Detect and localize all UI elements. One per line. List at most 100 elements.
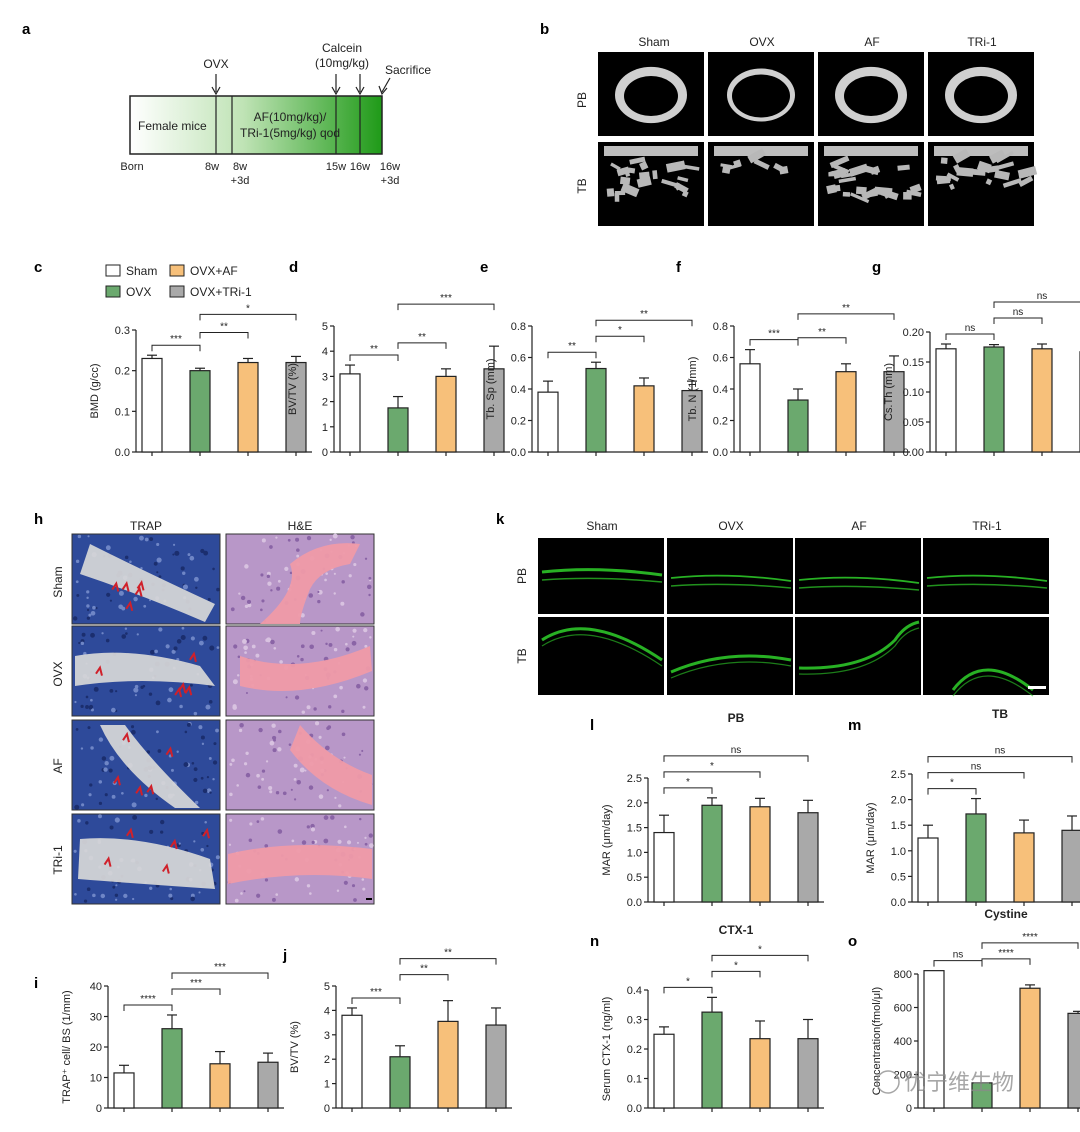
panel-label-d: d [289,259,298,276]
chart-e-sig-bracket-1 [595,335,645,343]
chart-o-sig-label-0: ns [953,950,964,961]
chart-i-sig-bracket-1 [171,988,221,995]
chart-n-title: CTX-1 [719,923,754,937]
chart-e-sig-bracket-0 [547,351,597,359]
timeline-calcein-dose: (10mg/kg) [315,56,369,70]
panel-label-o: o [848,933,857,950]
chart-j-bar-3 [485,1024,507,1109]
chart-n-sig-label-2: * [758,944,762,955]
chart-d-bar-2 [435,375,457,453]
histology-col-he: H&E [288,519,313,533]
chart-j-sig-label-2: ** [444,948,452,959]
fluorescence-panel: Sham OVX AF TRi-1 PB TB [515,519,1049,697]
chart-o-ylabel: Concentration(fmol/μl) [871,987,883,1095]
chart-l-bar-3 [797,812,819,903]
he-image-2 [225,719,375,811]
panel-label-n: n [590,933,599,950]
chart-n-ytick-1: 0.1 [627,1074,642,1086]
fluor-tb-image-3 [923,617,1049,697]
chart-n: CTX-1 0.0 0.1 0.2 0.3 0.4 Serum CTX-1 (ng/ml) *… [601,923,824,1115]
trap-image-2 [71,719,221,811]
chart-f-sig-bracket-2 [797,313,895,320]
chart-i-ytick-2: 20 [90,1042,102,1054]
chart-g-ytick-2: 0.10 [903,387,924,399]
chart-e-ytick-0: 0.0 [511,447,526,459]
chart-n-bar-2 [749,1038,771,1109]
chart-m-ytick-4: 2.0 [891,795,906,807]
chart-l-ytick-0: 0.0 [627,897,642,909]
chart-f-ylabel: Tb. N (1/mm) [687,357,699,422]
chart-g-sig-bracket-0 [945,333,995,340]
chart-n-ytick-4: 0.4 [627,985,642,997]
microct-tb-image-1 [708,142,814,226]
microct-col-af: AF [864,35,879,49]
chart-o-bar-3 [1067,1012,1080,1109]
chart-j-sig-label-1: ** [420,964,428,975]
watermark-text: 优宁维生物 [904,1070,1014,1095]
chart-e-sig-label-1: * [618,325,622,336]
chart-o-sig-label-1: **** [998,948,1014,959]
chart-g-ylabel: Cs.Th (mm) [883,363,895,421]
chart-d-sig-bracket-0 [349,354,399,362]
chart-f-bar-0 [739,363,761,453]
chart-m-bar-3 [1061,829,1080,903]
fluor-pb-image-2 [795,538,921,614]
timeline-tick-born: Born [120,161,143,173]
chart-j-bar-1 [389,1056,411,1109]
timeline-tick-16w: 16w [350,161,370,173]
chart-o-ytick-4: 800 [894,969,912,981]
chart-l-title: PB [728,711,745,725]
chart-f-ytick-1: 0.2 [713,416,728,428]
chart-g-sig-label-2: ns [1037,291,1048,302]
chart-i-bar-2 [209,1063,231,1109]
microct-pb-image-0 [598,52,704,136]
legend-label-tri1: OVX+TRi-1 [190,285,252,299]
chart-i-sig-label-0: **** [140,994,156,1005]
chart-j-sig-bracket-1 [399,974,449,981]
chart-m-sig-label-2: ns [995,746,1006,757]
chart-m-ylabel: MAR (μm/day) [865,802,877,873]
he-image-3 [225,813,375,905]
histology-panel: TRAP H&E Sham OVX AF TRi-1 [51,519,375,905]
chart-e-sig-label-0: ** [568,341,576,352]
chart-l-sig-bracket-0 [663,787,713,794]
chart-c-ytick-2: 0.2 [115,366,130,378]
chart-i-bar-3 [257,1061,279,1109]
chart-e-bar-1 [585,367,607,453]
chart-i-sig-label-1: *** [190,978,202,989]
microct-row-pb: PB [575,92,589,108]
timeline-box-left: Female mice [138,119,207,133]
timeline-box-right-1: AF(10mg/kg)/ [254,110,327,124]
chart-g-bar-1 [983,346,1005,453]
chart-m-sig-label-1: ns [971,762,982,773]
chart-d-sig-label-1: ** [418,332,426,343]
chart-n-ytick-3: 0.3 [627,1015,642,1027]
chart-c-sig-bracket-2 [199,313,297,321]
chart-n-ylabel: Serum CTX-1 (ng/ml) [601,997,613,1102]
chart-l: PB 0.0 0.5 1.0 1.5 2.0 2.5 MAR (μm/day) * * ns [601,711,824,909]
legend-swatch-ovx [105,285,121,298]
chart-m-ytick-0: 0.0 [891,897,906,909]
chart-f-bar-2 [835,371,857,453]
chart-l-ytick-5: 2.5 [627,773,642,785]
panel-label-c: c [34,259,42,276]
chart-e-ytick-1: 0.2 [511,416,526,428]
fluor-col-af: AF [851,519,866,533]
chart-n-bar-1 [701,1011,723,1109]
chart-f-ytick-3: 0.6 [713,353,728,365]
timeline-sacrifice-label: Sacrifice [385,63,431,77]
microct-pb-image-3 [928,52,1034,136]
chart-n-sig-bracket-1 [711,970,761,978]
legend-label-sham: Sham [126,264,157,278]
chart-e-sig-bracket-2 [595,319,693,327]
chart-e-ytick-4: 0.8 [511,321,526,333]
chart-g-ytick-1: 0.05 [903,417,924,429]
chart-i-ytick-0: 0 [96,1103,102,1115]
chart-o-sig-bracket-2 [981,942,1079,949]
chart-g: 0.00 0.05 0.10 0.15 0.20 Cs.Th (mm) ns ns ns [883,291,1080,459]
chart-c-ytick-1: 0.1 [115,406,130,418]
chart-g-sig-label-1: ns [1013,307,1024,318]
chart-f-sig-bracket-0 [749,339,799,346]
